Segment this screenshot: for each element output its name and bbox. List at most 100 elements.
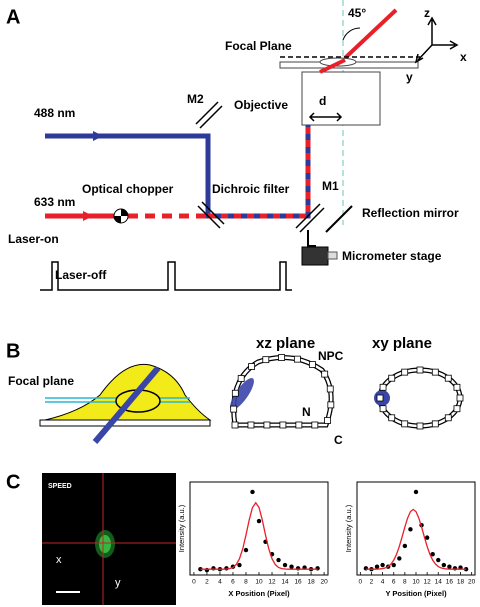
beam <box>92 366 161 444</box>
micrometer-stage <box>301 246 329 266</box>
data-point <box>380 562 385 568</box>
x-tick-label: 20 <box>320 579 328 586</box>
axis-x: x <box>460 50 467 64</box>
data-point <box>237 562 242 568</box>
npc <box>453 405 461 413</box>
data-point <box>397 556 402 561</box>
npc <box>321 370 329 378</box>
x-tick-label: 12 <box>268 579 276 586</box>
npc <box>401 420 409 428</box>
data-point <box>243 547 249 553</box>
npc <box>379 405 387 413</box>
data-point <box>452 566 458 571</box>
data-point <box>276 557 281 563</box>
npc <box>416 366 424 374</box>
laser-off-label: Laser-off <box>55 268 107 282</box>
x-tick-label: 16 <box>294 579 302 586</box>
npc-label: NPC <box>318 349 344 363</box>
npc <box>231 421 239 429</box>
pulse-train <box>40 261 292 291</box>
panel-label: C <box>6 471 20 493</box>
npc <box>230 405 238 413</box>
micrometer-knob <box>327 251 338 260</box>
dichroic-label: Dichroic filter <box>212 182 290 196</box>
x-tick-label: 0 <box>192 579 196 586</box>
x-tick-label: 2 <box>370 579 374 586</box>
npc <box>309 361 316 368</box>
y-axis-label: Intensity (a.u.) <box>177 504 186 552</box>
data-point <box>289 564 294 569</box>
x-tick-label: 6 <box>231 579 235 586</box>
stage-arm <box>307 230 316 247</box>
angle-label: 45° <box>348 6 366 20</box>
x-tick-label: 16 <box>446 579 454 586</box>
plot-frame <box>189 481 329 576</box>
fit-line <box>200 501 318 570</box>
data-point <box>211 566 216 571</box>
npc <box>416 422 424 430</box>
npc <box>262 356 270 364</box>
axis-y: y <box>406 70 413 84</box>
laser-633-label: 633 nm <box>34 195 75 209</box>
focal-plane-label: Focal Plane <box>225 39 292 53</box>
reflection-mirror <box>325 205 353 233</box>
x-axis-label: Y Position (Pixel) <box>385 589 447 598</box>
data-point <box>463 566 469 572</box>
npc <box>237 375 245 382</box>
x-tick-label: 18 <box>307 579 315 586</box>
x-tick-label: 14 <box>281 579 289 586</box>
data-point <box>436 557 441 563</box>
data-point <box>204 567 210 573</box>
mirror-m1 <box>295 203 325 233</box>
npc <box>311 421 319 429</box>
data-point <box>282 562 288 568</box>
npc <box>247 421 255 429</box>
d-label: d <box>319 94 326 108</box>
substrate <box>39 419 211 427</box>
data-point <box>250 489 255 495</box>
m1-label: M1 <box>322 179 339 193</box>
npc <box>388 414 396 422</box>
npc <box>263 421 271 429</box>
npc <box>248 363 255 370</box>
x-tick-label: 12 <box>424 579 432 586</box>
npc <box>376 394 384 402</box>
x-tick-label: 6 <box>392 579 396 586</box>
npc <box>444 374 452 382</box>
data-point <box>430 552 435 557</box>
beam-in-objective <box>319 58 346 74</box>
npc <box>327 401 335 409</box>
x-tick-label: 20 <box>468 579 476 586</box>
speed-label: SPEED <box>48 483 72 490</box>
npc <box>444 414 452 422</box>
combined-beam <box>208 125 311 219</box>
micrometer-label: Micrometer stage <box>342 249 442 263</box>
plot-frame <box>356 481 476 576</box>
objective <box>301 71 381 126</box>
x-label: x <box>56 554 62 566</box>
x-tick-label: 18 <box>457 579 465 586</box>
npc <box>388 374 396 382</box>
axis-z: z <box>424 6 430 20</box>
d-arrow <box>308 112 343 122</box>
data-point <box>413 489 419 495</box>
axes-icon <box>414 16 459 64</box>
objective-label: Objective <box>234 98 288 112</box>
y-axis-label: Intensity (a.u.) <box>344 504 353 552</box>
n-label: N <box>302 405 311 419</box>
npc <box>456 394 464 402</box>
npc <box>401 368 409 376</box>
npc <box>294 355 301 363</box>
npc-group <box>230 354 464 430</box>
dichroic-filter <box>197 201 225 229</box>
y-label: y <box>115 577 121 589</box>
data-point <box>408 527 413 532</box>
npc <box>231 389 239 397</box>
mirror-m2 <box>195 101 223 129</box>
npc <box>326 385 334 393</box>
x-axis-label: X Position (Pixel) <box>228 589 290 598</box>
spot <box>99 535 111 553</box>
xz-label: xz plane <box>256 335 315 352</box>
c-label: C <box>334 433 343 447</box>
